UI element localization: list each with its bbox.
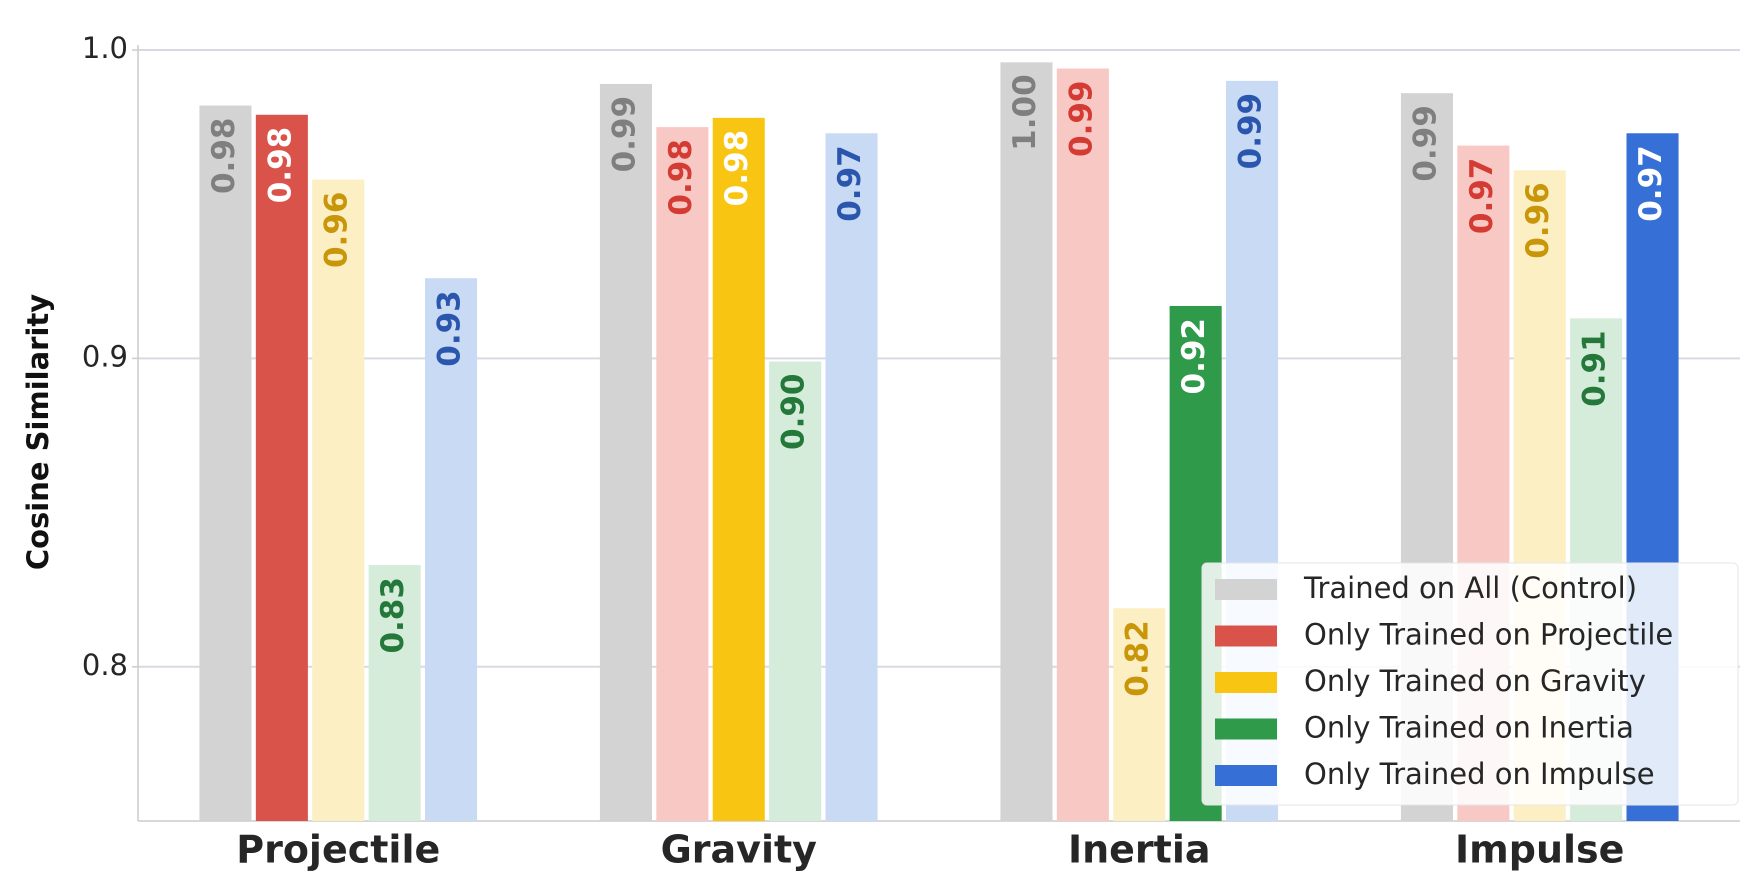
legend-swatch <box>1215 579 1277 600</box>
x-tick-label: Projectile <box>236 828 440 872</box>
bar <box>769 361 822 821</box>
legend-label: Only Trained on Projectile <box>1304 618 1673 652</box>
value-label: 0.83 <box>375 577 411 654</box>
legend-swatch <box>1215 718 1277 740</box>
value-label: 0.97 <box>832 145 868 222</box>
legend-label: Trained on All (Control) <box>1303 571 1637 605</box>
x-tick-label: Gravity <box>661 828 818 872</box>
bar <box>1056 68 1109 821</box>
bar <box>255 114 308 822</box>
value-label: 0.98 <box>206 118 242 195</box>
bar <box>599 83 653 821</box>
value-label: 0.96 <box>319 192 355 269</box>
value-label: 0.98 <box>719 130 755 207</box>
value-label: 0.97 <box>1464 158 1500 235</box>
x-tick-label: Inertia <box>1068 828 1211 872</box>
value-label: 0.99 <box>1407 105 1443 181</box>
bar <box>312 179 365 821</box>
value-label: 0.98 <box>262 127 298 204</box>
legend: Trained on All (Control) Only Trained on … <box>1201 562 1739 806</box>
value-label: 0.91 <box>1577 330 1613 407</box>
bar <box>712 117 765 821</box>
value-label: 0.99 <box>1063 81 1099 158</box>
bar <box>1000 62 1053 821</box>
legend-swatch <box>1215 765 1277 786</box>
value-label: 0.92 <box>1176 318 1212 395</box>
bar <box>199 105 252 821</box>
legend-swatch <box>1215 672 1277 693</box>
value-label: 0.93 <box>432 290 468 367</box>
value-label: 0.99 <box>606 96 642 173</box>
value-label: 0.90 <box>776 373 812 450</box>
bar <box>825 133 878 821</box>
legend-label: Only Trained on Inertia <box>1304 711 1634 745</box>
value-label: 0.82 <box>1120 620 1156 697</box>
value-label: 1.00 <box>1007 74 1043 151</box>
bar <box>1113 608 1166 821</box>
value-label: 0.98 <box>663 139 699 216</box>
y-axis-label: Cosine Similarity <box>21 294 55 570</box>
legend-box <box>1201 562 1739 806</box>
legend-label: Only Trained on Impulse <box>1304 757 1655 791</box>
value-label: 0.97 <box>1633 145 1669 222</box>
y-tick-label: 0.8 <box>82 648 128 682</box>
x-tick-label: Impulse <box>1455 828 1624 872</box>
value-label: 0.99 <box>1233 93 1269 170</box>
legend-label: Only Trained on Gravity <box>1304 664 1646 698</box>
bar <box>368 565 421 821</box>
y-tick-label: 0.9 <box>82 339 128 373</box>
value-label: 0.96 <box>1520 182 1556 259</box>
bar <box>424 278 478 821</box>
legend-swatch <box>1215 625 1277 647</box>
bar <box>656 127 709 822</box>
y-tick-label: 1.0 <box>82 31 128 65</box>
